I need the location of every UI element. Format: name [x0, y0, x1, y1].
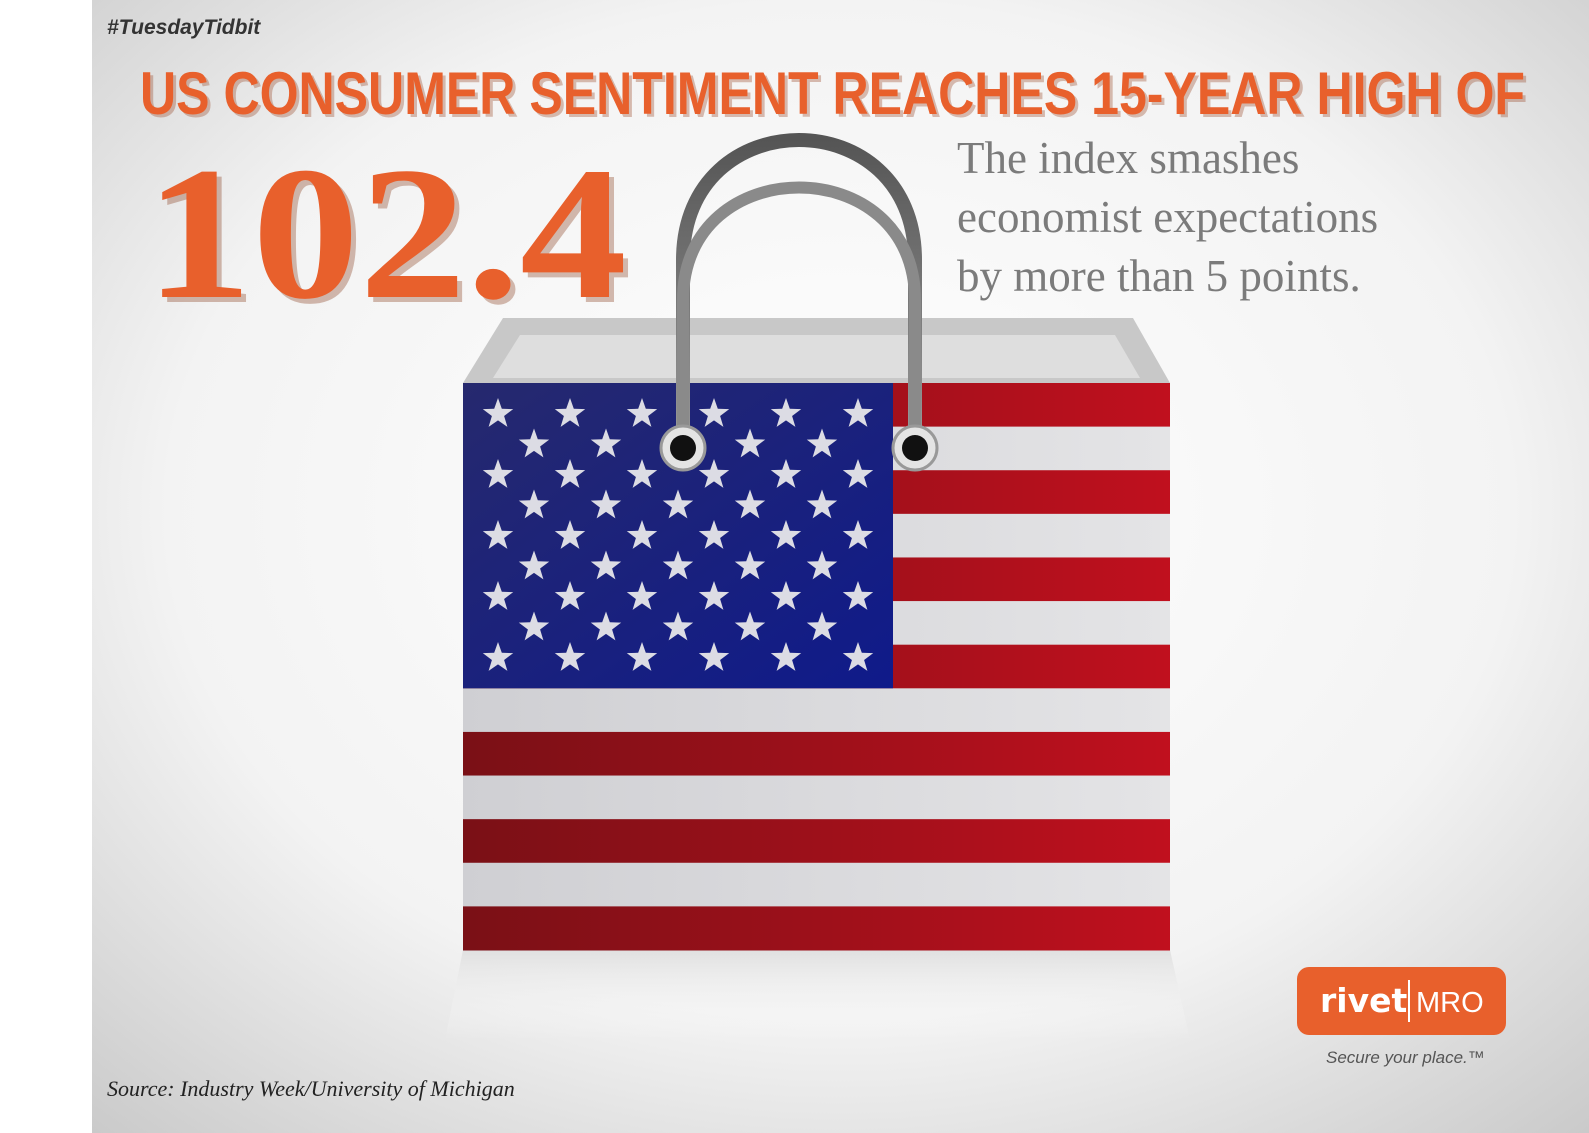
star	[626, 459, 658, 488]
star	[554, 581, 586, 610]
red-stripe	[463, 819, 1170, 864]
star	[806, 550, 838, 580]
star	[482, 581, 514, 610]
star	[662, 611, 694, 641]
star	[770, 520, 802, 549]
star	[698, 581, 730, 610]
star	[770, 581, 802, 610]
big-number-shadow: 102.4	[150, 134, 632, 344]
star	[482, 459, 514, 488]
star	[698, 520, 730, 549]
star	[842, 398, 874, 427]
star	[842, 581, 874, 610]
star	[554, 642, 586, 671]
star	[770, 398, 802, 427]
star	[626, 581, 658, 610]
subtext-line: The index smashes	[957, 133, 1299, 183]
bag-reflection	[445, 950, 1190, 1040]
grommet-hole	[670, 435, 696, 461]
star	[770, 459, 802, 488]
logo-tagline: Secure your place.™	[1326, 1048, 1485, 1067]
star	[590, 489, 622, 519]
red-stripe	[463, 731, 1170, 777]
white-stripe	[463, 688, 1170, 733]
star	[518, 611, 550, 641]
star	[842, 459, 874, 488]
star	[806, 489, 838, 519]
star	[554, 459, 586, 488]
star	[626, 398, 658, 427]
logo-suffix: MRO	[1416, 987, 1484, 1019]
star	[482, 398, 514, 427]
subtext-line: by more than 5 points.	[957, 251, 1361, 301]
star	[626, 520, 658, 549]
star	[842, 642, 874, 671]
star	[734, 489, 766, 519]
star	[518, 428, 550, 458]
star	[554, 520, 586, 549]
source: Source: Industry Week/University of Mich…	[107, 1076, 515, 1101]
white-stripe	[463, 862, 1170, 907]
star	[590, 428, 622, 458]
bag-handle	[677, 181, 921, 445]
star	[590, 611, 622, 641]
star	[518, 489, 550, 519]
star	[482, 520, 514, 549]
star	[806, 428, 838, 458]
headline-shadow: US CONSUMER SENTIMENT REACHES 15-YEAR HI…	[143, 63, 1528, 130]
headline: US CONSUMER SENTIMENT REACHES 15-YEAR HI…	[140, 60, 1525, 127]
white-stripe	[463, 775, 1170, 820]
bag-inside	[493, 335, 1140, 378]
star	[698, 398, 730, 427]
logo-box	[1297, 967, 1506, 1035]
left-margin	[0, 0, 92, 1133]
star	[734, 428, 766, 458]
star	[698, 642, 730, 671]
flag	[463, 383, 1170, 951]
star	[662, 550, 694, 580]
hashtag: #TuesdayTidbit	[107, 16, 261, 39]
star	[734, 550, 766, 580]
star	[698, 459, 730, 488]
red-stripe	[463, 906, 1170, 951]
star	[806, 611, 838, 641]
big-number: 102.4	[145, 129, 627, 339]
star	[518, 550, 550, 580]
grommet-hole	[902, 435, 928, 461]
bag-handle	[676, 133, 922, 445]
subtext-line: economist expectations	[957, 192, 1378, 242]
star	[662, 489, 694, 519]
star	[554, 398, 586, 427]
star	[626, 642, 658, 671]
logo-brand: rivet	[1320, 981, 1407, 1020]
star	[590, 550, 622, 580]
star	[482, 642, 514, 671]
star	[734, 611, 766, 641]
star	[842, 520, 874, 549]
star	[770, 642, 802, 671]
